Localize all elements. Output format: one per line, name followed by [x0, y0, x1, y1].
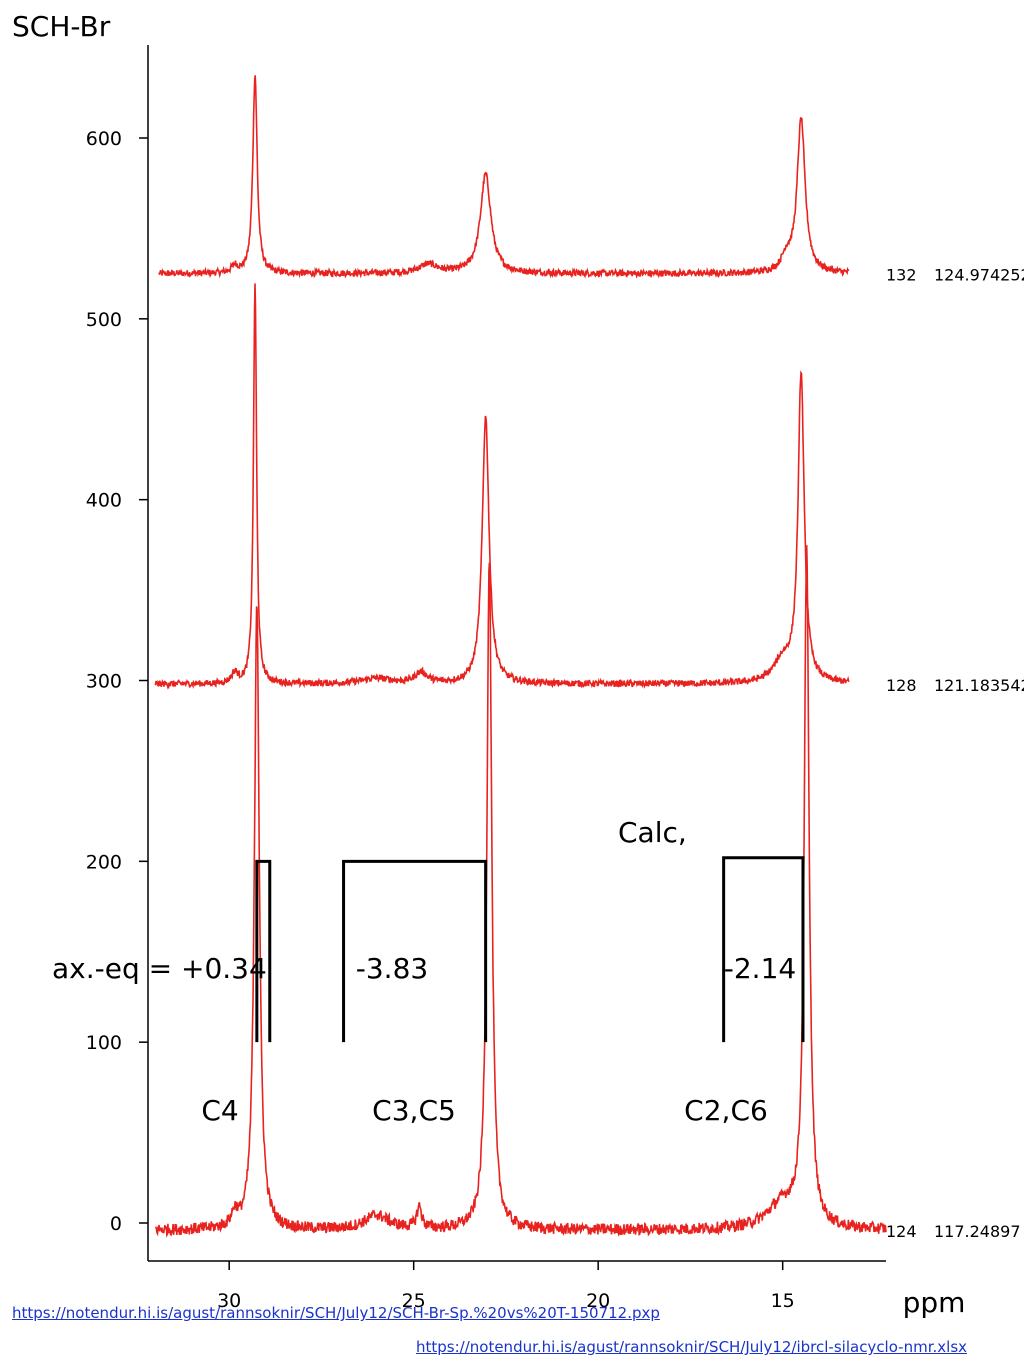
trace-label-value: 124.974252 — [934, 266, 1024, 285]
spectra-group: 132 124.974252 128 121.183542 124 117.24897 — [154, 75, 1024, 1241]
trace-label-value: 121.183542 — [934, 676, 1024, 695]
carbon-label-C2C6: C2,C6 — [684, 1094, 768, 1127]
bracket-C3C5 — [342, 859, 488, 1043]
y-tick-label: 100 — [86, 1032, 122, 1054]
carbon-label-C3C5: C3,C5 — [372, 1094, 456, 1127]
xlsx-link[interactable]: https://notendur.hi.is/agust/rannsoknir/… — [416, 1338, 968, 1356]
spectrum-line-128 — [154, 283, 850, 690]
y-tick-label: 500 — [86, 309, 122, 331]
trace-label-value: 117.24897 — [934, 1222, 1021, 1241]
x-axis-label: ppm — [903, 1286, 966, 1319]
x-tick-label: 20 — [586, 1290, 610, 1312]
x-tick-label: 30 — [217, 1290, 241, 1312]
y-tick-label: 600 — [86, 128, 122, 150]
carbon-label-C4: C4 — [201, 1094, 238, 1127]
y-tick-label: 300 — [86, 671, 122, 693]
y-tick-label: 400 — [86, 490, 122, 512]
bracket-C4 — [255, 859, 272, 1043]
annotations-group: Calc, ax.-eq = +0.34 C4 -3.83 C3,C5 -2.14 C2,C… — [52, 816, 805, 1127]
shift-label-C4: ax.-eq = +0.34 — [52, 952, 267, 985]
trace-label-index: 132 — [886, 266, 917, 285]
calc-label: Calc, — [618, 816, 687, 849]
y-tick-label: 200 — [86, 851, 122, 873]
pxp-link[interactable]: https://notendur.hi.is/agust/rannsoknir/… — [12, 1304, 660, 1322]
x-tick-label: 15 — [771, 1290, 795, 1312]
bracket-C2C6 — [722, 856, 805, 1043]
trace-label-index: 128 — [886, 676, 917, 695]
axes: 0 100 200 300 400 500 600 30 25 20 15 ppm — [86, 45, 966, 1319]
spectrum-line-124 — [154, 545, 887, 1238]
trace-label-index: 124 — [886, 1222, 917, 1241]
x-tick-label: 25 — [402, 1290, 426, 1312]
shift-label-C2C6: -2.14 — [724, 952, 796, 985]
spectrum-line-132 — [158, 75, 850, 279]
shift-label-C3C5: -3.83 — [356, 952, 428, 985]
chart-title: SCH-Br — [12, 10, 111, 43]
y-tick-label: 0 — [110, 1213, 122, 1235]
